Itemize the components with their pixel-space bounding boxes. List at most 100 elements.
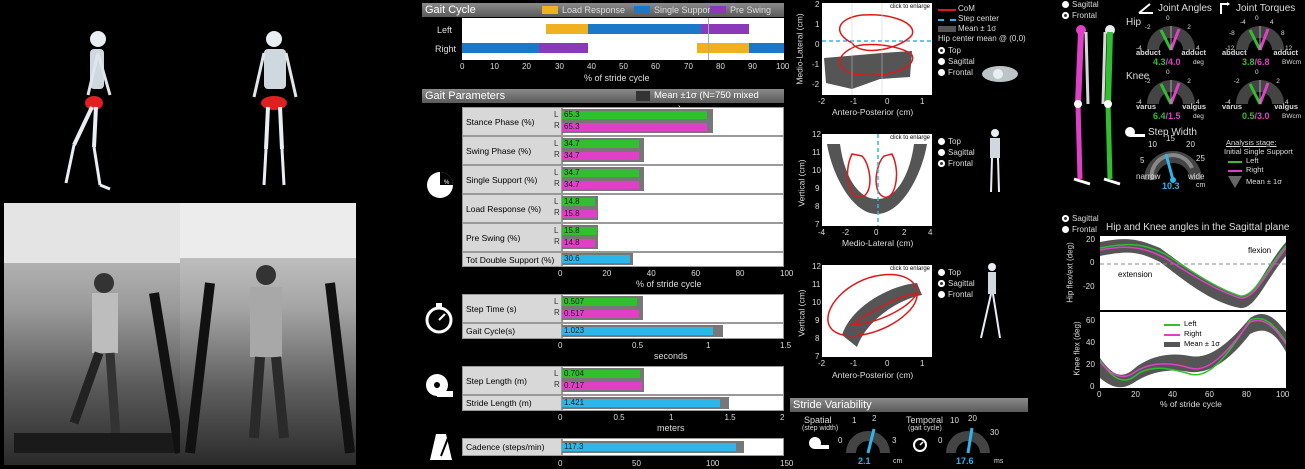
param-right-bar-value: 14.8 — [564, 238, 580, 247]
com2-ytick: 7 — [815, 220, 820, 229]
com2-view-sagittal[interactable]: Sagittal — [938, 148, 975, 157]
gauge-unit: deg — [1193, 113, 1204, 120]
com-sagittal-enlarge[interactable]: click to enlarge — [889, 266, 930, 272]
com1-ylabel: Medio-Lateral (cm) — [794, 13, 805, 85]
cadence-row-box-label: Cadence (steps/min) — [466, 442, 545, 452]
gauge-sep: / — [1254, 111, 1258, 121]
gauge-left-label: abduct — [1222, 48, 1247, 57]
gait-cursor[interactable] — [708, 18, 709, 60]
camera-view-side — [4, 203, 180, 465]
com2-ytick: 12 — [812, 130, 821, 139]
com1-ytick: -1 — [812, 60, 820, 69]
spatial-unit: cm — [893, 458, 903, 465]
sw-tick: 25 — [1196, 154, 1205, 163]
sp-tick: 1 — [852, 416, 857, 425]
param-left-bar-value: 65.3 — [564, 110, 580, 119]
skeleton-top-icon — [978, 56, 1023, 92]
temporal-label: Temporal — [906, 415, 944, 425]
com1-xtick: -2 — [818, 97, 826, 106]
com-top-plot[interactable]: click to enlarge — [822, 3, 932, 95]
legend-com: CoM — [958, 4, 975, 13]
sw-tick: 20 — [1186, 140, 1195, 149]
gait-cycle-row-left: Left — [437, 25, 453, 35]
com-sagittal-plot[interactable]: click to enlarge — [822, 265, 932, 357]
param-right-bar: 34.7 — [562, 180, 640, 189]
com3-view-sagittal[interactable]: Sagittal — [938, 279, 975, 288]
com1-view-sagittal[interactable]: Sagittal — [938, 57, 975, 66]
gauge-values: 4.3/4.0 — [1153, 57, 1181, 67]
com-frontal-enlarge[interactable]: click to enlarge — [889, 135, 930, 141]
joint-angles-title: Joint Angles — [1158, 3, 1212, 14]
com2-ylabel: Vertical (cm) — [796, 159, 807, 207]
sag-view-frontal[interactable]: Frontal — [1062, 225, 1097, 234]
param-right-bar-value: 34.7 — [564, 180, 580, 189]
com1-xtick: 0 — [885, 97, 890, 106]
com3-view-top[interactable]: Top — [938, 268, 961, 277]
joint-view-frontal[interactable]: Frontal — [1062, 11, 1097, 20]
com3-ytick: 12 — [812, 262, 821, 271]
axis-tick: 0 — [558, 413, 563, 422]
step-width-narrow: narrow — [1136, 172, 1161, 181]
tp-tick: 0 — [938, 436, 943, 445]
gauge-tick: -2 — [1144, 77, 1151, 85]
temporal-sub: (gait cycle) — [908, 425, 942, 432]
com3-xtick: 1 — [920, 359, 925, 368]
param-right-bar: 15.8 — [562, 209, 598, 218]
knee-ytick: 40 — [1086, 338, 1095, 347]
jt-legend-right: Right — [1246, 165, 1264, 174]
gauge-left-value: 3.8 — [1242, 57, 1255, 67]
gait-params-ticks: 0 20 40 60 80 100 — [558, 269, 793, 279]
gait-right-pre-swing — [539, 43, 588, 53]
joint-view-sagittal[interactable]: Sagittal — [1062, 0, 1099, 9]
hip-angle-gauge: -4 -2 0 2 4 abduct adduct 4.3/4.0 deg — [1136, 14, 1206, 70]
com3-view-frontal[interactable]: Frontal — [938, 290, 973, 299]
com2-xtick: 0 — [874, 228, 879, 237]
gauge-values: 3.8/6.8 — [1242, 57, 1270, 67]
sag-view-sagittal[interactable]: Sagittal — [1062, 214, 1099, 223]
tp-tick: 10 — [950, 416, 959, 425]
skeleton-view-front — [240, 25, 310, 195]
gauge-right-label: valgus — [1274, 102, 1298, 111]
left-tag: L — [554, 369, 559, 378]
gauge-sep: / — [1165, 111, 1169, 121]
gauge-unit: deg — [1193, 59, 1204, 66]
g-hip-torque-dial — [1236, 26, 1284, 51]
com3-ytick: 8 — [815, 334, 820, 343]
param-right-bar: 34.7 — [562, 151, 640, 160]
com1-view-frontal[interactable]: Frontal — [938, 68, 973, 77]
left-tag: L — [554, 297, 559, 306]
param-left-bar-value: 34.7 — [564, 139, 580, 148]
com2-view-frontal[interactable]: Frontal — [938, 159, 973, 168]
gauge-left-label: abduct — [1136, 48, 1161, 57]
right-tag: R — [554, 308, 560, 317]
cadence-bar-value: 117.3 — [564, 442, 584, 451]
step-length-left-bar: 0.704 — [562, 369, 641, 378]
com2-view-top[interactable]: Top — [938, 137, 961, 146]
axis-tick: 100 — [780, 269, 794, 278]
param-row: Stance Phase (%) — [462, 107, 562, 136]
gauge-left-label: varus — [1222, 102, 1243, 111]
com3-xlabel: Antero-Posterior (cm) — [832, 370, 914, 380]
sag-xtick: 100 — [1276, 390, 1290, 399]
com1-view-top[interactable]: Top — [938, 46, 961, 55]
double-support-row-label: Tot Double Support (%) — [466, 254, 555, 265]
com-top-enlarge[interactable]: click to enlarge — [889, 4, 930, 10]
param-left-bar-value: 34.7 — [564, 168, 580, 177]
time-rows: Step Time (s) L R 0.507 0.517 Gait Cycle(s) 1.… — [462, 294, 784, 340]
leg-model — [1066, 24, 1124, 192]
step-width-wide: wide — [1188, 172, 1205, 181]
left-tag: L — [554, 197, 559, 206]
param-row-label: Stance Phase (%) — [466, 116, 535, 127]
axis-tick: 1 — [706, 341, 711, 350]
spatial-sub: (step width) — [802, 425, 839, 432]
gauge-right-label: adduct — [1181, 48, 1206, 57]
gauge-tick: -12 — [1225, 45, 1235, 52]
gc-tick: 80 — [716, 62, 725, 71]
legend-step-center: Step center — [958, 14, 999, 23]
gait-left-pre-swing — [701, 24, 749, 34]
com-frontal-plot[interactable]: click to enlarge — [822, 134, 932, 226]
gait-right-load-response — [697, 43, 749, 53]
com2-ytick: 10 — [812, 166, 821, 175]
camera-view-front — [180, 203, 356, 465]
axis-tick: 0 — [558, 459, 563, 468]
